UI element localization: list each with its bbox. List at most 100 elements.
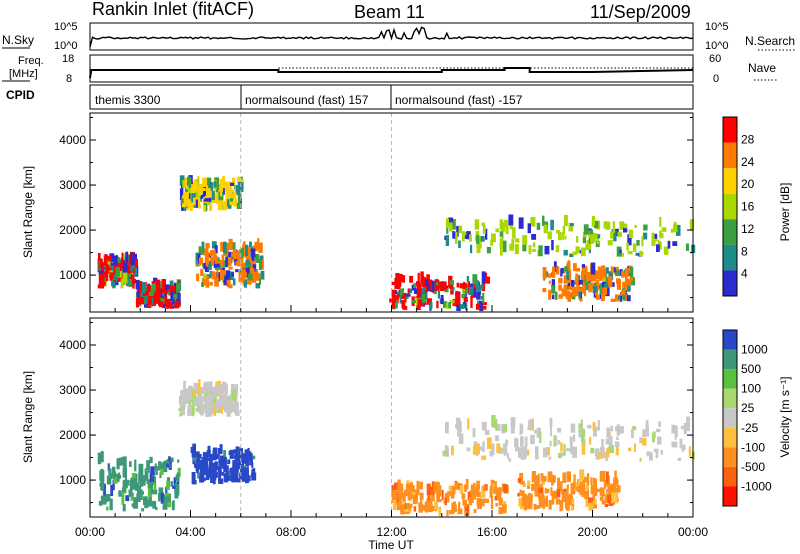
data-cell: [399, 288, 403, 296]
data-cell: [486, 246, 491, 254]
data-cell: [539, 484, 543, 488]
data-cell: [197, 404, 201, 413]
data-cell: [479, 300, 484, 312]
data-cell: [170, 481, 173, 486]
data-cell: [191, 184, 195, 194]
data-cell: [632, 243, 637, 252]
data-cell: [617, 231, 622, 237]
data-cell: [549, 440, 552, 447]
data-cell: [130, 265, 135, 271]
data-cell: [108, 468, 112, 475]
freq-label-line2: [MHz]: [9, 68, 38, 80]
data-cell: [251, 455, 256, 460]
data-cell: [104, 254, 108, 266]
data-cell: [139, 291, 145, 301]
data-cell: [570, 279, 575, 288]
data-cell: [639, 250, 643, 257]
data-cell: [688, 446, 691, 458]
data-cell: [625, 281, 629, 288]
data-cell: [211, 241, 217, 249]
data-cell: [599, 496, 603, 501]
y-tick-label: 2000: [59, 223, 86, 237]
data-cell: [599, 283, 603, 295]
data-cell: [195, 408, 198, 412]
data-cell: [530, 217, 536, 227]
data-cell: [236, 186, 240, 195]
data-cell: [504, 219, 508, 228]
data-cell: [561, 495, 566, 500]
data-cell: [215, 263, 220, 268]
data-cell: [112, 479, 115, 491]
data-cell: [199, 404, 204, 414]
data-cell: [200, 460, 205, 471]
data-cell: [438, 506, 442, 516]
data-cell: [623, 223, 628, 229]
data-cell: [163, 290, 167, 297]
data-cell: [454, 482, 459, 490]
data-cell: [633, 443, 636, 452]
data-cell: [405, 503, 410, 511]
data-cell: [434, 287, 438, 291]
data-cell: [443, 281, 447, 291]
data-cell: [517, 492, 521, 497]
data-cell: [461, 294, 466, 298]
data-cell: [228, 403, 233, 414]
data-cell: [658, 241, 662, 250]
data-cell: [578, 423, 583, 433]
data-cell: [484, 430, 490, 435]
data-cell: [223, 394, 228, 406]
data-cell: [249, 455, 253, 462]
data-cell: [672, 241, 678, 246]
data-cell: [558, 453, 562, 459]
data-cell: [489, 450, 494, 457]
data-cell: [573, 474, 576, 486]
data-cell: [223, 273, 228, 286]
data-cell: [626, 295, 631, 302]
data-cell: [594, 448, 600, 456]
data-cell: [451, 485, 455, 493]
data-cell: [189, 203, 194, 208]
colorbar-swatch: [723, 193, 737, 220]
data-cell: [595, 234, 601, 239]
data-cell: [561, 489, 565, 495]
data-cell: [448, 302, 451, 309]
y-tick-label: 1000: [59, 268, 86, 282]
data-cell: [158, 461, 162, 467]
colorbar-tick-label: 25: [741, 401, 755, 415]
data-cell: [163, 494, 169, 506]
data-cell: [240, 266, 243, 270]
data-cell: [566, 471, 571, 483]
data-cell: [571, 286, 577, 297]
data-cell: [392, 294, 397, 303]
data-cell: [98, 271, 103, 276]
data-cell: [446, 510, 449, 517]
data-cell: [204, 452, 208, 457]
freq-tick-bottom: 8: [66, 73, 72, 85]
data-cell: [192, 480, 197, 485]
data-cell: [226, 199, 232, 209]
data-cell: [198, 246, 204, 255]
data-cell: [396, 285, 401, 290]
data-cell: [112, 471, 115, 479]
data-cell: [564, 235, 567, 240]
data-cell: [562, 232, 565, 240]
data-cell: [548, 499, 552, 510]
data-cell: [417, 272, 420, 283]
data-cell: [472, 446, 477, 455]
data-cell: [493, 486, 497, 494]
data-cell: [604, 503, 609, 507]
data-cell: [214, 387, 217, 398]
data-cell: [491, 496, 494, 504]
data-cell: [254, 254, 260, 263]
data-cell: [575, 290, 580, 297]
data-cell: [159, 301, 164, 308]
data-cell: [553, 435, 556, 447]
data-cell: [427, 503, 433, 513]
data-cell: [614, 228, 619, 237]
data-cell: [527, 485, 531, 489]
data-cell: [220, 242, 223, 252]
data-cell: [159, 297, 162, 304]
data-cell: [139, 298, 145, 305]
data-cell: [564, 266, 569, 272]
data-cell: [396, 502, 402, 511]
